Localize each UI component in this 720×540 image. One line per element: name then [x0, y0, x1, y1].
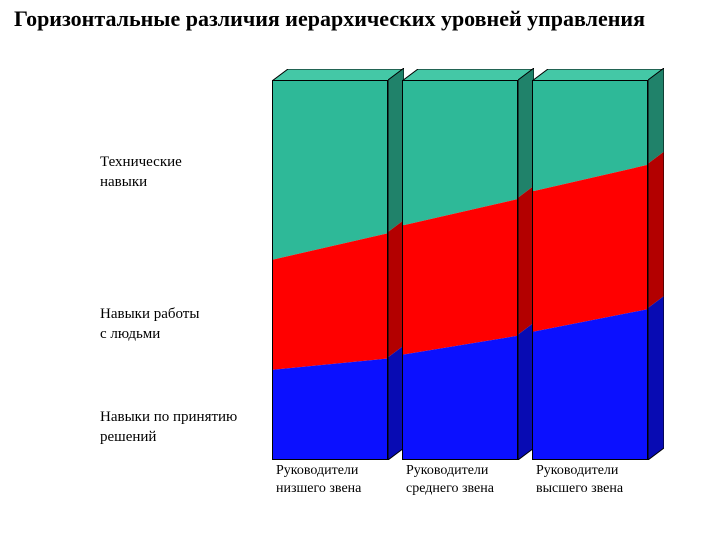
bar-1 — [402, 80, 518, 460]
side-label-people: Навыки работы с людьми — [100, 305, 199, 344]
x-label-line1: Руководители — [406, 463, 488, 478]
x-label-line1: Руководители — [536, 463, 618, 478]
x-label-line2: низшего звена — [276, 481, 361, 496]
x-label-line2: среднего звена — [406, 481, 494, 496]
x-label-low: Руководители низшего звена — [276, 462, 402, 497]
side-label-technical: Технические навыки — [100, 153, 182, 192]
bar-2 — [532, 80, 648, 460]
side-label-decisions: Навыки по принятию решений — [100, 408, 237, 447]
side-label-line2: решений — [100, 429, 156, 445]
side-label-line2: с людьми — [100, 326, 160, 342]
x-label-high: Руководители высшего звена — [536, 462, 662, 497]
x-label-mid: Руководители среднего звена — [406, 462, 532, 497]
stacked-bar-chart — [272, 68, 664, 460]
side-label-line1: Технические — [100, 154, 182, 170]
side-label-line1: Навыки работы — [100, 306, 199, 322]
bar-0 — [272, 80, 388, 460]
side-label-line2: навыки — [100, 174, 147, 190]
side-label-line1: Навыки по принятию — [100, 409, 237, 425]
x-label-line1: Руководители — [276, 463, 358, 478]
x-label-line2: высшего звена — [536, 481, 623, 496]
chart-title: Горизонтальные различия иерархических ур… — [14, 6, 645, 32]
